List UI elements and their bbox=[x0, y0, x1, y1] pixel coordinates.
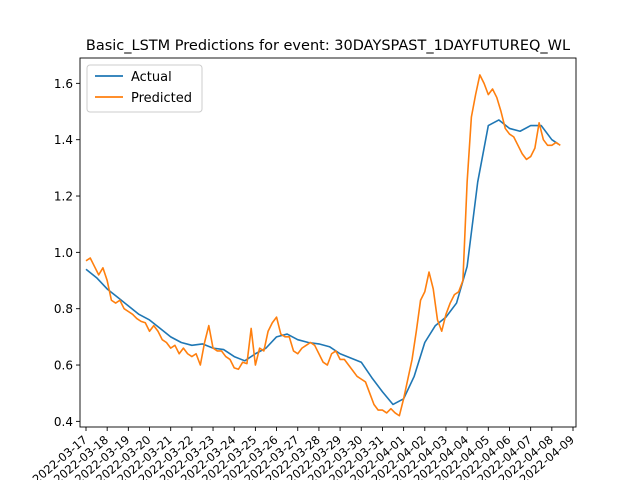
y-tick-label: 1.6 bbox=[54, 77, 73, 91]
y-tick-label: 1.4 bbox=[54, 133, 73, 147]
y-axis: 0.4 0.6 0.8 1.0 1.2 1.4 1.6 bbox=[54, 77, 80, 429]
y-tick-label: 1.0 bbox=[54, 246, 73, 260]
series-line-predicted bbox=[85, 74, 561, 417]
x-axis: 2022-03-172022-03-182022-03-192022-03-20… bbox=[30, 427, 577, 480]
plot-frame bbox=[79, 57, 577, 428]
y-tick-label: 1.2 bbox=[54, 190, 73, 204]
legend-label-actual: Actual bbox=[131, 70, 172, 85]
legend: Actual Predicted bbox=[86, 64, 203, 113]
y-tick-label: 0.4 bbox=[54, 415, 73, 429]
legend-label-predicted: Predicted bbox=[131, 91, 192, 106]
chart-title: Basic_LSTM Predictions for event: 30DAYS… bbox=[86, 38, 570, 54]
plot-area bbox=[85, 74, 561, 417]
y-tick-label: 0.6 bbox=[54, 359, 73, 373]
series-line-actual bbox=[85, 119, 559, 406]
y-tick-label: 0.8 bbox=[54, 302, 73, 316]
